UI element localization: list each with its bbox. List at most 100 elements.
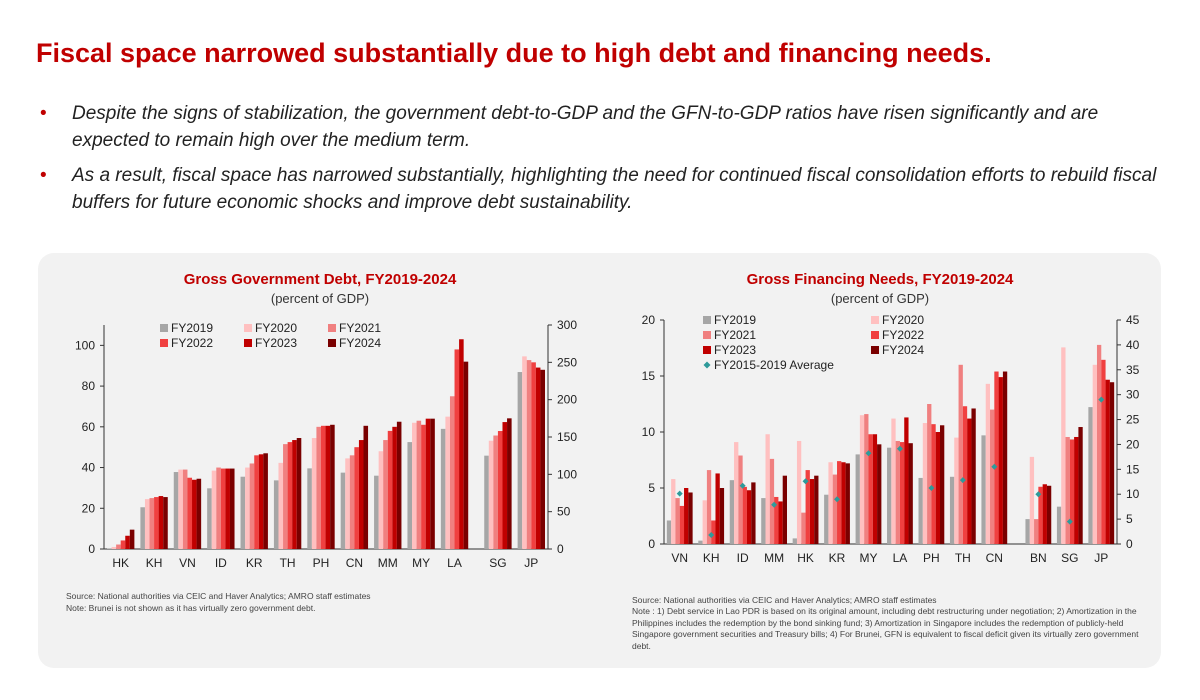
chart2-bar [688, 492, 693, 544]
chart1-bar [245, 467, 250, 549]
chart1-legend-label: FY2019 [171, 321, 213, 335]
chart1-bar [430, 418, 435, 549]
chart2-bar [1038, 486, 1043, 544]
chart1-bar [412, 422, 417, 549]
chart1-bar [416, 420, 422, 549]
chart1-bar [254, 455, 259, 549]
bullet-text: As a result, fiscal space has narrowed s… [72, 165, 1157, 213]
chart1-bar [129, 529, 135, 549]
chart2-bar [792, 538, 797, 544]
chart2-bar [782, 475, 788, 544]
chart1-bar [517, 372, 523, 549]
chart1-bar [207, 488, 212, 549]
chart1-bar [287, 442, 293, 549]
chart2-bar [1105, 379, 1110, 544]
chart1-bar [273, 480, 279, 549]
chart2-bar [985, 383, 991, 544]
chart2-bar [809, 479, 815, 544]
chart1-bar [240, 476, 246, 549]
chart2-category-label: MY [859, 551, 877, 565]
chart1-bar [349, 455, 355, 549]
bullet-dot-icon: • [40, 165, 47, 186]
chart1-legend-label: FY2020 [255, 321, 297, 335]
chart1-bar [330, 424, 335, 549]
chart1-legend-swatch [328, 339, 336, 347]
chart1-bar [220, 468, 226, 549]
chart1-subtitle: (percent of GDP) [271, 291, 369, 306]
chart2-legend-swatch [871, 331, 879, 339]
chart1-bar [144, 499, 150, 549]
chart1-category-label: MY [412, 556, 430, 570]
chart1-category-label: SG [489, 556, 506, 570]
chart2-average-marker [1035, 491, 1042, 498]
chart1-bar [173, 472, 179, 549]
chart2-right-tick-label: 45 [1126, 313, 1140, 327]
chart1-category-label: KR [246, 556, 263, 570]
chart2-right-tick-label: 5 [1126, 512, 1133, 526]
chart2-bar [877, 444, 882, 544]
chart2-legend-label: FY2023 [714, 343, 756, 357]
chart2-bar [899, 442, 905, 544]
chart1-category-label: MM [378, 556, 398, 570]
chart2-bar [684, 488, 689, 544]
chart1-bar [445, 416, 450, 549]
chart2-average-marker [928, 485, 935, 491]
chart2-bar [774, 496, 779, 544]
chart1-right-tick-label: 250 [557, 355, 577, 369]
chart2-bar [935, 432, 940, 544]
chart1-bar [111, 546, 117, 549]
chart2-bar [1056, 506, 1062, 544]
chart2-bar [855, 454, 860, 544]
chart2-bar [796, 440, 802, 544]
chart2-legend-label: FY2019 [714, 313, 756, 327]
chart2-bar [994, 371, 999, 544]
chart1-bar [225, 468, 230, 549]
chart1-category-label: CN [346, 556, 363, 570]
chart2-bar [908, 443, 913, 544]
chart2-bar [1092, 364, 1097, 544]
bullet-list: • Despite the signs of stabilization, th… [38, 100, 1168, 224]
chart1-left-tick-label: 40 [82, 461, 96, 475]
chart2-category-label: BN [1030, 551, 1047, 565]
chart1-bar [278, 462, 284, 549]
chart1-bar [307, 468, 312, 549]
chart1-bar [407, 442, 413, 549]
chart1-right-tick-label: 50 [557, 505, 571, 519]
chart1-bar [216, 467, 221, 549]
chart2-category-label: VN [671, 551, 688, 565]
chart1-bar [392, 426, 397, 549]
bullet-dot-icon: • [40, 103, 47, 124]
chart1-category-label: TH [280, 556, 296, 570]
chart1-legend-swatch [244, 324, 252, 332]
chart2-bar [761, 498, 766, 544]
chart2-legend-swatch [703, 331, 711, 339]
chart2-bar [746, 490, 752, 544]
chart1-bar [211, 470, 217, 549]
chart1-bar [258, 454, 264, 549]
chart1-bar [178, 469, 183, 549]
chart1-bar [378, 451, 384, 549]
chart2-category-label: LA [893, 551, 908, 565]
chart2-bar [734, 442, 739, 544]
chart1-bar [340, 472, 346, 549]
chart1-bar [107, 548, 112, 549]
chart1-legend-label: FY2021 [339, 321, 381, 335]
chart1-bar [522, 356, 527, 549]
chart2-bar [958, 364, 963, 544]
chart2-bar [895, 440, 900, 544]
chart2-bar [891, 418, 896, 544]
chart1-bar [154, 497, 159, 549]
chart1-bar [354, 447, 359, 549]
chart1-bar [459, 339, 464, 549]
chart2-legend-swatch [703, 346, 711, 354]
chart2-category-label: JP [1094, 551, 1108, 565]
chart1-category-label: VN [179, 556, 196, 570]
chart2-category-label: ID [737, 551, 749, 565]
chart1-bar [292, 440, 297, 549]
chart1-bar [425, 418, 431, 549]
chart2-bar [1088, 407, 1093, 544]
chart1-left-tick-label: 100 [75, 338, 95, 352]
chart1-bar [311, 438, 317, 549]
chart1-bar [196, 478, 202, 549]
bullet-text: Despite the signs of stabilization, the … [72, 103, 1099, 151]
